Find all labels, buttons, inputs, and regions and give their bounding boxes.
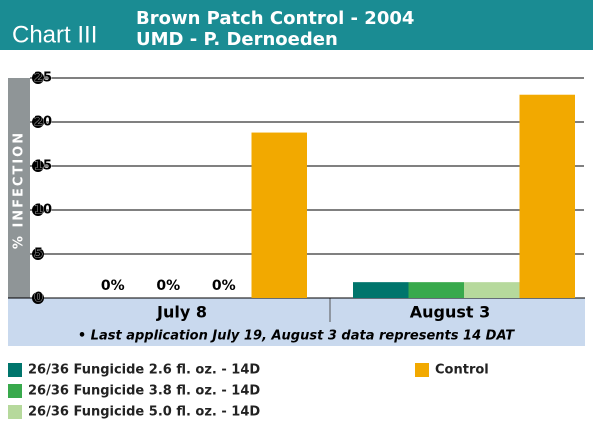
tick-dot (32, 116, 44, 128)
y-tick-label: 15 (34, 159, 52, 174)
y-tick-label: 0 (34, 291, 43, 306)
value-label: 0% (101, 278, 125, 294)
category-band (8, 298, 585, 346)
chart-label: Chart III (12, 21, 97, 48)
chart-subtitle: UMD - P. Dernoeden (136, 29, 338, 50)
y-axis-label: % INFECTION (12, 131, 27, 249)
y-tick-label: 20 (34, 115, 52, 130)
y-tick-label: 25 (34, 71, 52, 86)
bar (353, 282, 409, 298)
chart-title: Brown Patch Control - 2004 (136, 8, 414, 29)
bar (251, 132, 307, 298)
legend-label: Control (435, 363, 489, 378)
bar (519, 94, 575, 298)
value-label: 0% (212, 278, 236, 294)
value-label: 0% (156, 278, 180, 294)
legend-label: 26/36 Fungicide 5.0 fl. oz. - 14D (28, 405, 260, 420)
legend-swatch (415, 363, 429, 377)
x-tick-label: August 3 (410, 303, 491, 322)
tick-dot (32, 72, 44, 84)
x-tick-label: July 8 (156, 303, 207, 322)
legend-swatch (8, 384, 22, 398)
ylabel-band (8, 78, 30, 298)
legend-label: 26/36 Fungicide 3.8 fl. oz. - 14D (28, 384, 260, 399)
footnote: • Last application July 19, August 3 dat… (78, 329, 515, 344)
y-tick-label: 10 (34, 203, 52, 218)
legend-label: 26/36 Fungicide 2.6 fl. oz. - 14D (28, 363, 260, 378)
tick-dot (32, 248, 44, 260)
legend-swatch (8, 363, 22, 377)
tick-dot (32, 292, 44, 304)
header-band (0, 0, 593, 50)
tick-dot (32, 160, 44, 172)
tick-dot (32, 204, 44, 216)
bar (464, 282, 520, 298)
bar (408, 282, 464, 298)
legend-swatch (8, 405, 22, 419)
y-tick-label: 5 (34, 247, 43, 262)
